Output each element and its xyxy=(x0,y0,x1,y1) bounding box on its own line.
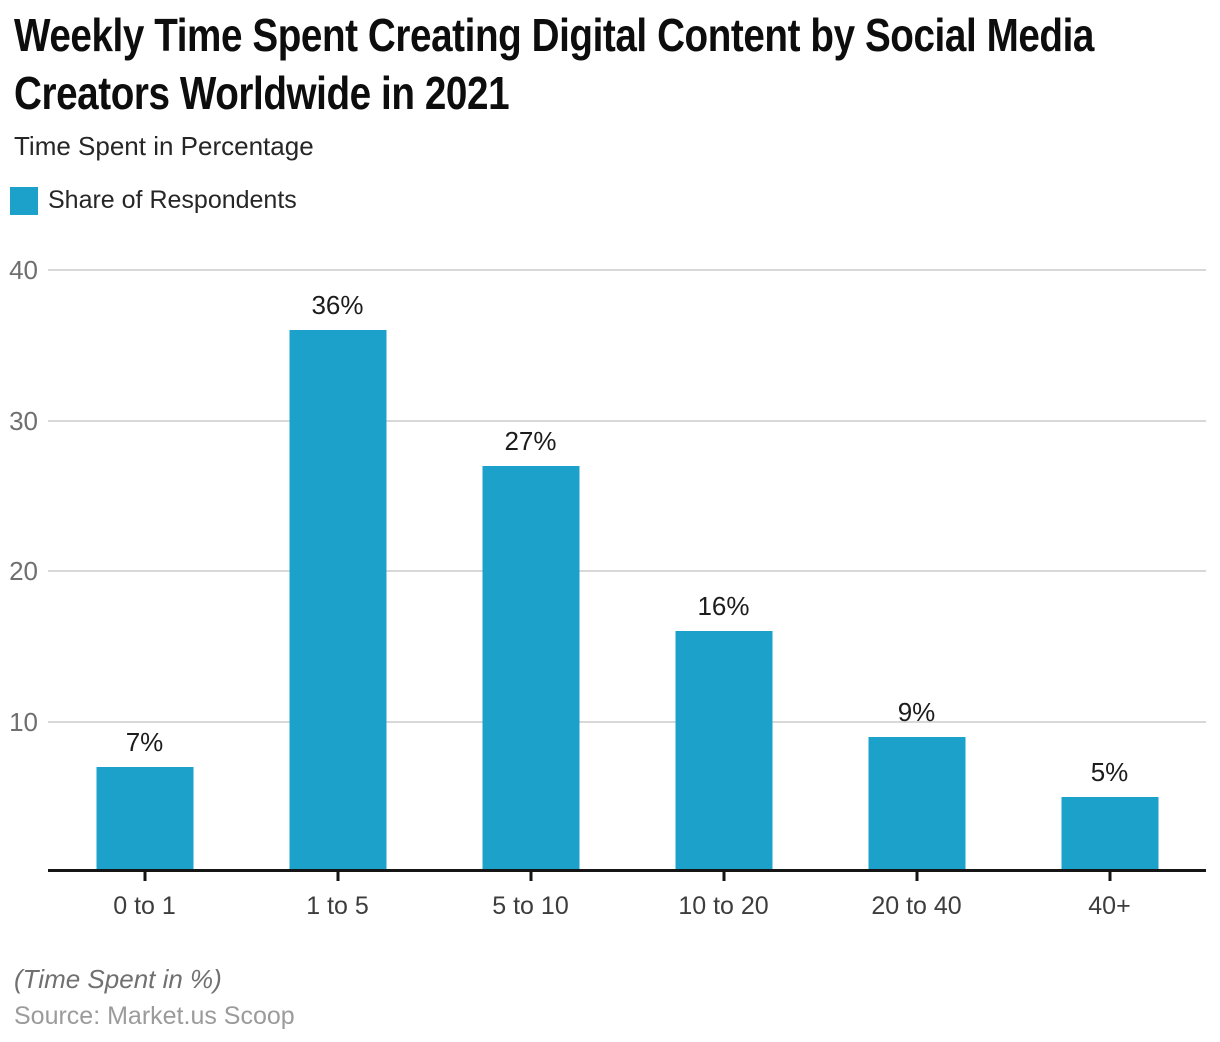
gridline-40 xyxy=(48,269,1206,271)
bar-value-label: 9% xyxy=(897,696,936,727)
bar-value-label: 16% xyxy=(697,591,750,622)
bars-container: 7% 0 to 1 36% 1 to 5 27% 5 to 10 16% 10 to 20 9%… xyxy=(48,250,1206,920)
gridline-20 xyxy=(48,570,1206,572)
chart-subtitle: Time Spent in Percentage xyxy=(14,131,314,161)
bar xyxy=(675,631,772,872)
x-axis-tick xyxy=(336,872,339,881)
y-tick-label-10: 10 xyxy=(9,706,38,737)
category-slot: 5% 40+ xyxy=(1013,250,1206,920)
footnote: (Time Spent in %) xyxy=(14,964,222,994)
x-axis-tick xyxy=(722,872,725,881)
x-axis-tick xyxy=(915,872,918,881)
gridline-10 xyxy=(48,720,1206,723)
y-tick-label-40: 40 xyxy=(9,255,38,285)
source-label: Source: Market.us Scoop xyxy=(14,1002,295,1030)
x-tick-label: 20 to 40 xyxy=(871,892,962,920)
x-tick-label: 40+ xyxy=(1088,892,1131,920)
legend: Share of Respondents xyxy=(10,186,297,215)
x-axis-tick xyxy=(143,872,146,881)
bar xyxy=(482,465,579,872)
category-slot: 7% 0 to 1 xyxy=(48,250,241,920)
bar xyxy=(96,766,193,872)
bar-value-label: 27% xyxy=(504,425,557,456)
bar xyxy=(868,736,965,872)
x-tick-label: 1 to 5 xyxy=(306,892,369,920)
legend-label: Share of Respondents xyxy=(48,186,297,214)
bar-value-label: 7% xyxy=(125,726,164,757)
bar-value-label: 5% xyxy=(1090,756,1129,787)
y-tick-label-30: 30 xyxy=(9,405,38,436)
gridline-30 xyxy=(48,419,1206,422)
bar-value-label: 36% xyxy=(311,290,364,321)
category-slot: 16% 10 to 20 xyxy=(627,250,820,920)
x-axis-line xyxy=(48,869,1206,872)
bar xyxy=(1061,796,1158,872)
x-tick-label: 10 to 20 xyxy=(678,892,769,920)
x-axis-tick xyxy=(1108,872,1111,881)
x-axis-tick xyxy=(529,872,532,881)
legend-swatch-icon xyxy=(10,186,38,215)
category-slot: 27% 5 to 10 xyxy=(434,250,627,920)
y-tick-label-20: 20 xyxy=(9,556,38,586)
category-slot: 9% 20 to 40 xyxy=(820,250,1013,920)
chart-title: Weekly Time Spent Creating Digital Conte… xyxy=(14,9,1094,119)
x-tick-label: 0 to 1 xyxy=(113,892,176,920)
bar xyxy=(289,330,386,872)
plot-area: 10 20 30 40 7% 0 to 1 36% 1 to 5 27% 5 to 10 16% 10… xyxy=(0,250,1220,920)
category-slot: 36% 1 to 5 xyxy=(241,250,434,920)
x-tick-label: 5 to 10 xyxy=(492,892,569,920)
